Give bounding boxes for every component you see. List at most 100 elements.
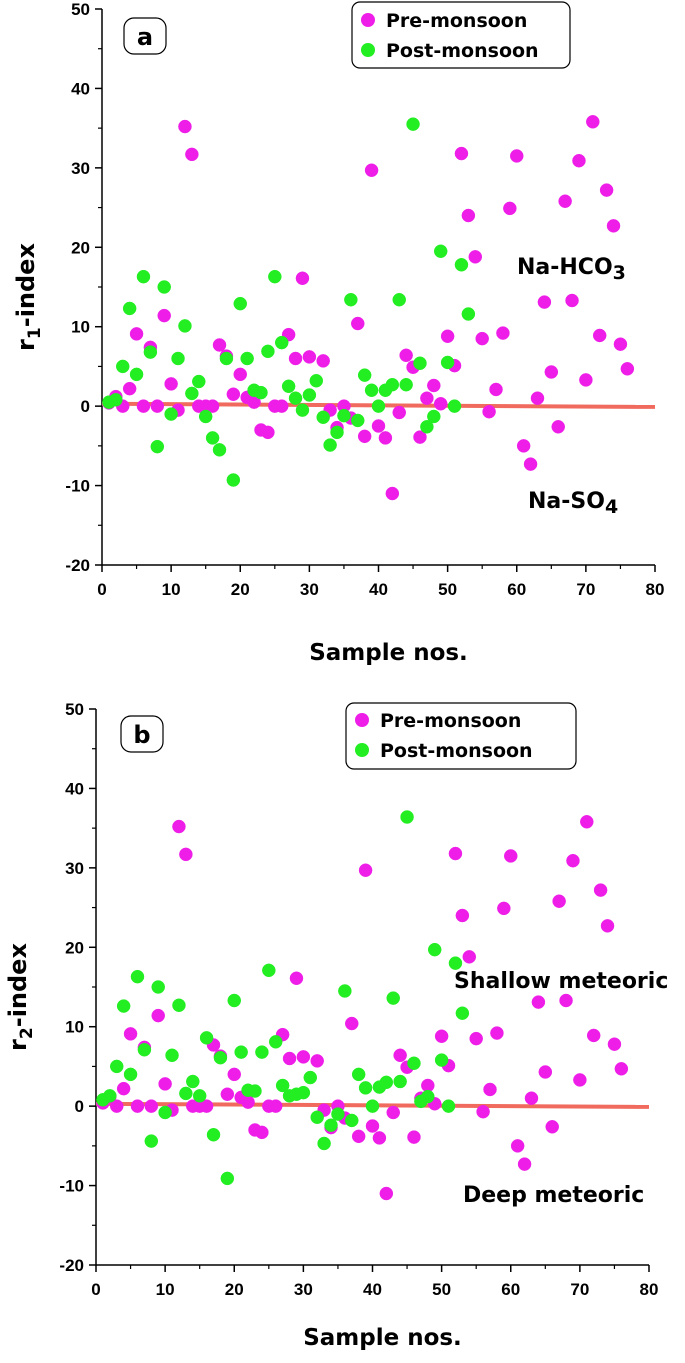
- x-tick-label: 50: [438, 580, 457, 599]
- panel-label-box: a: [123, 17, 167, 55]
- data-point-pre-monsoon: [372, 1131, 387, 1145]
- data-point-post-monsoon: [130, 969, 145, 984]
- y-tick-label: 30: [71, 159, 90, 178]
- y-tick-label: 10: [71, 318, 90, 337]
- data-point-pre-monsoon: [282, 1051, 297, 1066]
- data-point-pre-monsoon: [483, 1082, 497, 1097]
- data-point-pre-monsoon: [558, 194, 572, 208]
- data-point-pre-monsoon: [220, 1087, 235, 1101]
- data-point-pre-monsoon: [345, 1016, 359, 1031]
- annotation-lower: Deep meteoric: [463, 1183, 644, 1208]
- data-point-pre-monsoon: [226, 387, 241, 401]
- data-point-post-monsoon: [365, 1099, 380, 1113]
- data-point-post-monsoon: [427, 942, 442, 957]
- data-point-post-monsoon: [164, 407, 178, 421]
- data-point-pre-monsoon: [482, 404, 496, 419]
- data-point-pre-monsoon: [476, 1104, 490, 1119]
- data-point-pre-monsoon: [489, 382, 503, 397]
- data-point-post-monsoon: [344, 292, 358, 307]
- y-tick-label: -20: [65, 556, 90, 575]
- data-point-pre-monsoon: [490, 1026, 504, 1040]
- data-point-pre-monsoon: [233, 367, 247, 382]
- data-point-post-monsoon: [385, 377, 400, 392]
- data-point-post-monsoon: [427, 409, 441, 424]
- y-axis-label: r2-index: [4, 943, 37, 1051]
- data-point-post-monsoon: [268, 269, 282, 284]
- data-point-pre-monsoon: [504, 849, 518, 863]
- data-point-pre-monsoon: [357, 429, 372, 444]
- x-tick-label: 10: [162, 580, 181, 599]
- annotation-upper: Na-HCO3: [517, 255, 626, 284]
- panel-a: -20 -10 0 10 20 30 40 50 0 10 20 30 40 50 60 70 80 Sampl…: [12, 0, 664, 666]
- x-tick-label: 50: [432, 1280, 451, 1299]
- data-point-post-monsoon: [151, 980, 165, 994]
- data-point-pre-monsoon: [136, 399, 151, 413]
- y-tick-label: 30: [65, 859, 84, 878]
- data-point-post-monsoon: [420, 420, 434, 434]
- x-tick-label: 40: [363, 1280, 382, 1299]
- legend-marker-pre-monsoon: [355, 713, 369, 727]
- data-point-pre-monsoon: [538, 1065, 553, 1079]
- data-point-pre-monsoon: [130, 1099, 145, 1113]
- data-point-pre-monsoon: [455, 908, 470, 923]
- data-point-pre-monsoon: [261, 425, 275, 440]
- legend-marker-post-monsoon: [355, 743, 369, 757]
- data-point-pre-monsoon: [199, 1099, 214, 1113]
- data-point-post-monsoon: [123, 1067, 138, 1082]
- legend-label-post-monsoon: Post-monsoon: [386, 40, 539, 62]
- data-point-post-monsoon: [309, 373, 324, 388]
- x-tick-label: 80: [640, 1280, 659, 1299]
- data-point-post-monsoon: [157, 280, 171, 294]
- y-tick-label: 0: [75, 1097, 84, 1116]
- data-point-pre-monsoon: [178, 119, 192, 134]
- data-point-pre-monsoon: [572, 153, 586, 168]
- data-point-post-monsoon: [324, 1118, 338, 1132]
- data-point-pre-monsoon: [316, 354, 330, 368]
- data-point-pre-monsoon: [407, 1130, 421, 1144]
- data-point-post-monsoon: [433, 244, 448, 259]
- data-point-post-monsoon: [227, 993, 241, 1008]
- data-point-pre-monsoon: [310, 1054, 324, 1068]
- data-point-pre-monsoon: [468, 250, 483, 264]
- data-point-post-monsoon: [144, 1134, 159, 1148]
- data-point-pre-monsoon: [614, 1062, 629, 1076]
- data-point-pre-monsoon: [129, 327, 144, 341]
- data-point-post-monsoon: [386, 991, 400, 1005]
- data-point-post-monsoon: [281, 379, 296, 394]
- legend-label-post-monsoon: Post-monsoon: [380, 740, 533, 762]
- data-point-pre-monsoon: [580, 815, 594, 829]
- data-point-pre-monsoon: [295, 271, 310, 286]
- data-point-post-monsoon: [192, 1089, 207, 1103]
- data-point-post-monsoon: [150, 439, 165, 454]
- data-point-pre-monsoon: [364, 163, 379, 177]
- x-tick-label: 0: [91, 1280, 100, 1299]
- data-point-post-monsoon: [421, 1089, 435, 1104]
- data-point-post-monsoon: [454, 258, 469, 272]
- data-point-pre-monsoon: [427, 378, 441, 393]
- data-point-pre-monsoon: [573, 1073, 587, 1087]
- y-tick-label: -20: [59, 1256, 84, 1275]
- data-point-post-monsoon: [447, 399, 462, 413]
- x-tick-label: 60: [507, 580, 526, 599]
- x-tick-label: 70: [570, 1280, 589, 1299]
- data-point-post-monsoon: [248, 1084, 262, 1098]
- data-point-post-monsoon: [158, 1105, 172, 1120]
- data-point-pre-monsoon: [537, 295, 552, 309]
- data-point-post-monsoon: [316, 410, 330, 425]
- data-point-post-monsoon: [310, 1110, 324, 1125]
- data-point-pre-monsoon: [302, 350, 317, 364]
- data-point-post-monsoon: [330, 425, 344, 440]
- data-point-post-monsoon: [371, 399, 386, 413]
- data-point-post-monsoon: [192, 374, 206, 389]
- data-point-pre-monsoon: [296, 1050, 311, 1064]
- data-point-pre-monsoon: [371, 419, 386, 433]
- data-point-post-monsoon: [109, 393, 123, 407]
- data-point-pre-monsoon: [205, 399, 220, 413]
- data-point-post-monsoon: [129, 367, 144, 382]
- legend: Pre-monsoon Post-monsoon: [345, 702, 577, 770]
- x-tick-label: 40: [369, 580, 388, 599]
- data-point-post-monsoon: [116, 999, 131, 1013]
- x-tick-label: 30: [300, 580, 319, 599]
- data-point-post-monsoon: [226, 473, 241, 487]
